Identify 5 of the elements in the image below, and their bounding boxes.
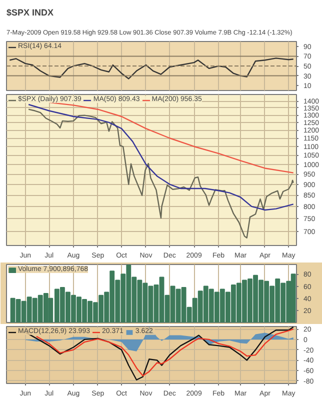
line-series (28, 108, 294, 238)
chart-title: $SPX INDX (6, 8, 54, 18)
line-series (28, 104, 294, 211)
line-series (9, 58, 294, 80)
line-series (48, 102, 294, 174)
